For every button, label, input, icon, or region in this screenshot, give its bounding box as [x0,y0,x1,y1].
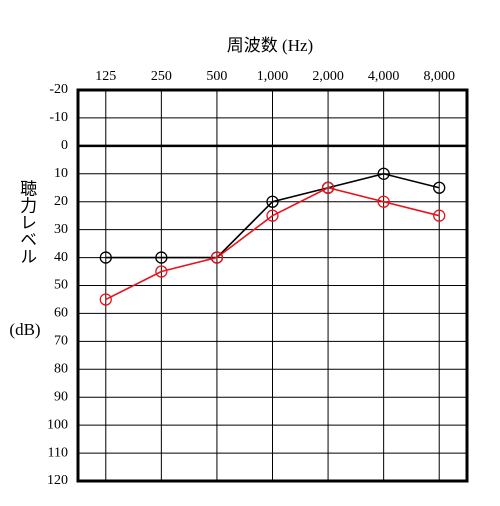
y-tick-label: 120 [47,473,68,488]
data-point [321,181,335,194]
y-tick-label: -20 [49,82,68,97]
y-tick-label: 0 [61,138,68,153]
y-tick-label: 70 [54,334,68,349]
data-point [377,195,390,208]
y-tick-label: 30 [54,222,68,237]
chart-title: 周波数 (Hz) [227,36,313,55]
y-tick-label: 20 [54,194,68,209]
data-point [433,209,446,222]
data-point [99,293,112,306]
y-tick-label: 40 [54,250,68,265]
data-point [377,167,390,180]
y-tick-label: 60 [54,306,68,321]
x-tick-label: 250 [151,69,172,84]
x-tick-label: 8,000 [423,69,455,84]
y-tick-label: -10 [49,110,68,125]
y-tick-label: 80 [54,362,68,377]
y-tick-label: 100 [47,417,68,432]
x-tick-label: 2,000 [312,69,344,84]
data-point [99,251,112,264]
data-point [155,251,168,264]
x-tick-label: 500 [206,69,227,84]
x-tick-label: 1,000 [257,69,289,84]
y-tick-label: 50 [54,278,68,293]
series-line [105,186,440,301]
y-axis-label: 聴力レベル [17,179,37,264]
data-point [155,265,168,278]
data-point [266,209,279,222]
y-axis-unit: (dB) [9,320,40,339]
series-line [105,172,440,259]
x-tick-label: 4,000 [368,69,400,84]
data-point [433,181,446,194]
y-tick-label: 10 [54,166,68,181]
plot-border [76,88,469,483]
y-tick-label: 110 [48,445,68,460]
x-tick-label: 125 [95,69,116,84]
data-point [266,195,279,208]
data-point [210,251,224,264]
y-tick-label: 90 [54,389,68,404]
